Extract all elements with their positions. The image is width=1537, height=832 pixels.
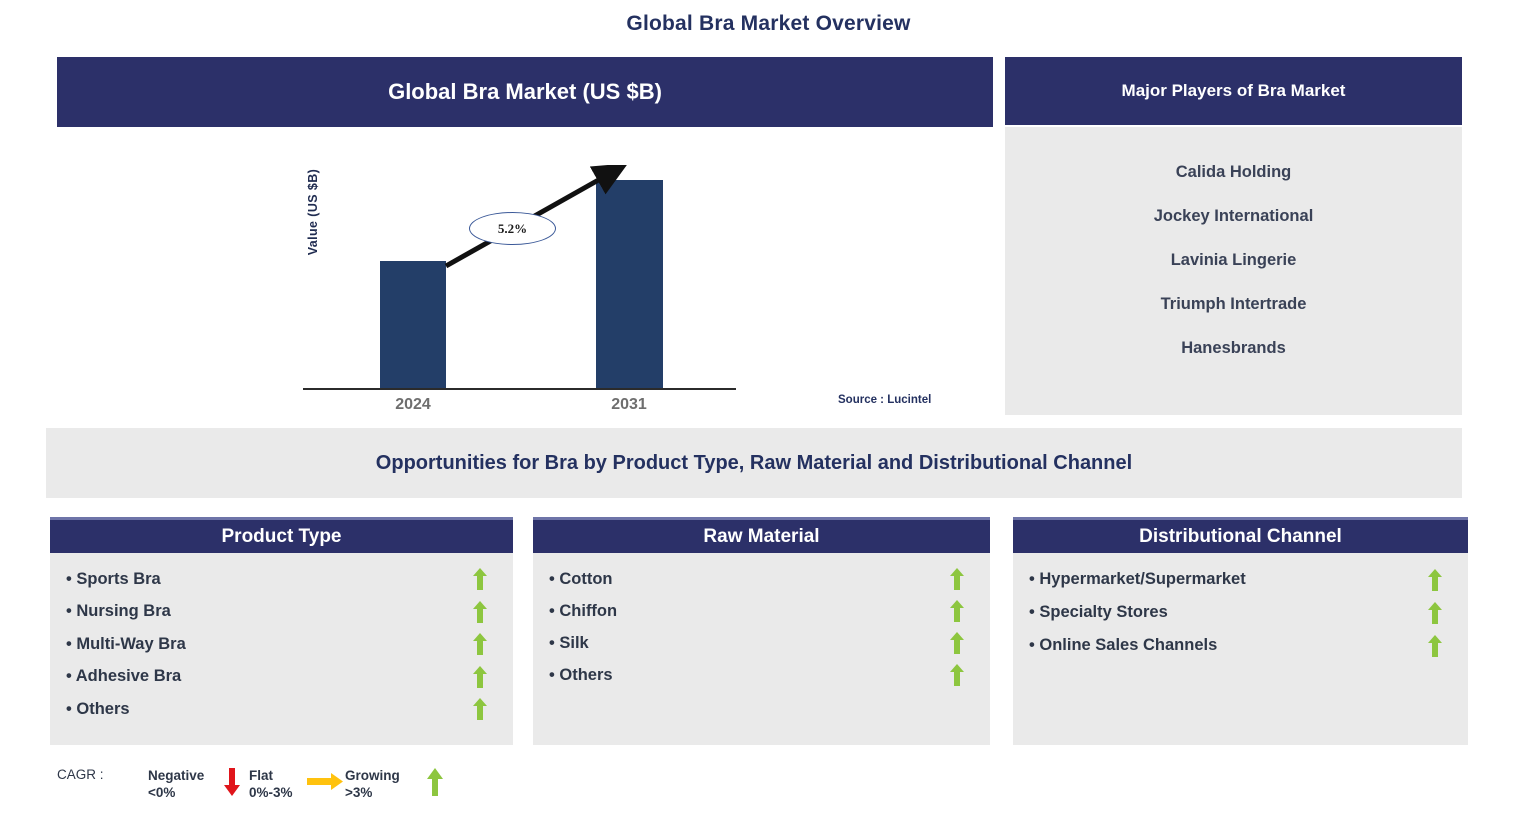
list-item-label: • Specialty Stores [1029,603,1168,621]
column-body: • Sports Bra • Nursing Bra • Multi-Way B… [50,553,513,745]
legend-term: Growing [345,768,400,783]
arrow-right-icon [307,773,343,790]
arrow-up-icon [473,698,487,721]
list-item: • Specialty Stores [1013,596,1468,629]
legend-range: 0%-3% [249,785,293,800]
chart-x-tick-2031: 2031 [611,396,647,413]
column-header-label: Raw Material [703,525,820,547]
cagr-legend: CAGR : Negative <0% Flat 0%-3% Growing >… [57,762,477,812]
opportunities-banner: Opportunities for Bra by Product Type, R… [46,428,1462,498]
opportunity-column-raw-material: Raw Material • Cotton • Chiffon • Silk •… [533,517,990,745]
major-players-title: Major Players of Bra Market [1121,81,1346,100]
list-item: • Cotton [533,563,990,595]
list-item: • Sports Bra [50,563,513,596]
arrow-up-icon [473,633,487,656]
arrow-up-icon [427,768,443,796]
arrow-down-icon [224,768,240,796]
list-item: • Chiffon [533,595,990,627]
chart-bar-2024 [380,261,446,389]
column-header-label: Distributional Channel [1139,525,1342,547]
chart-bar-2031 [596,180,663,389]
list-item: • Multi-Way Bra [50,628,513,661]
list-item-label: • Sports Bra [66,569,161,588]
list-item-label: • Cotton [549,569,613,588]
column-header: Product Type [50,517,513,553]
page-title: Global Bra Market Overview [626,12,911,35]
list-item-label: • Adhesive Bra [66,667,182,686]
column-header-label: Product Type [221,525,342,547]
major-players-list: Calida Holding Jockey International Lavi… [1005,127,1462,415]
cagr-legend-entry-negative: Negative <0% [148,767,204,801]
arrow-up-icon [1428,634,1442,657]
list-item: Jockey International [1153,206,1314,225]
major-players-header: Major Players of Bra Market [1005,57,1462,125]
legend-term: Negative [148,768,205,783]
list-item: • Hypermarket/Supermarket [1013,563,1468,596]
column-header: Raw Material [533,517,990,553]
opportunity-column-distributional-channel: Distributional Channel • Hypermarket/Sup… [1013,517,1468,745]
chart-x-tick-2024: 2024 [395,396,431,413]
arrow-up-icon [950,568,964,590]
chart-y-axis-label: Value (US $B) [306,168,320,256]
cagr-legend-label: CAGR : [57,767,104,782]
arrow-up-icon [473,568,487,591]
arrow-up-icon [950,664,964,686]
arrow-up-icon [473,665,487,688]
column-body: • Cotton • Chiffon • Silk • Others [533,553,990,745]
list-item: Hanesbrands [1181,338,1286,357]
arrow-up-icon [473,600,487,623]
list-item-label: • Multi-Way Bra [66,634,186,653]
list-item-label: • Silk [549,633,589,652]
chart-x-axis-line [303,388,736,390]
column-body: • Hypermarket/Supermarket • Specialty St… [1013,553,1468,745]
cagr-value-bubble: 5.2% [469,212,556,245]
chart-panel-header: Global Bra Market (US $B) [57,57,993,127]
list-item: • Others [533,659,990,691]
opportunity-column-product-type: Product Type • Sports Bra • Nursing Bra … [50,517,513,745]
opportunities-banner-title: Opportunities for Bra by Product Type, R… [375,451,1133,474]
legend-range: >3% [345,785,373,800]
cagr-legend-entry-growing: Growing >3% [345,767,400,801]
list-item-label: • Others [66,699,130,718]
chart-source-note: Source : Lucintel [838,394,932,406]
list-item: Calida Holding [1175,162,1292,181]
list-item-label: • Chiffon [549,601,618,620]
list-item-label: • Others [549,665,613,684]
list-item: Lavinia Lingerie [1170,250,1297,269]
cagr-legend-entry-flat: Flat 0%-3% [249,767,293,801]
list-item-label: • Online Sales Channels [1029,636,1218,654]
cagr-value-label: 5.2% [497,220,528,236]
legend-term: Flat [249,768,274,783]
chart-panel-title: Global Bra Market (US $B) [388,79,662,104]
arrow-up-icon [950,600,964,622]
list-item-label: • Nursing Bra [66,602,171,621]
list-item: • Adhesive Bra [50,661,513,694]
list-item-label: • Hypermarket/Supermarket [1029,570,1246,588]
arrow-up-icon [1428,601,1442,624]
list-item: • Others [50,693,513,726]
list-item: • Online Sales Channels [1013,629,1468,662]
list-item: • Nursing Bra [50,596,513,629]
list-item: • Silk [533,627,990,659]
list-item: Triumph Intertrade [1160,294,1307,313]
arrow-up-icon [950,632,964,654]
arrow-up-icon [1428,568,1442,591]
column-header: Distributional Channel [1013,517,1468,553]
legend-range: <0% [148,785,176,800]
